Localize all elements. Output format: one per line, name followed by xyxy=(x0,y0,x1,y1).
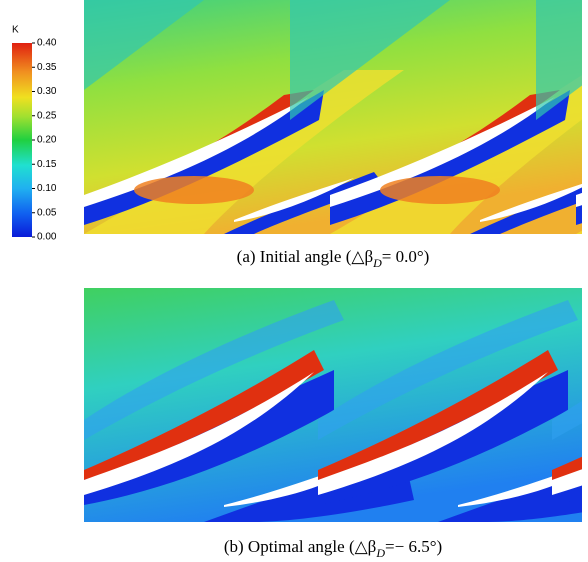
caption-sub: D xyxy=(375,546,385,560)
colorbar-tick-label: 0.10 xyxy=(37,183,57,194)
caption-text: (a) Initial angle (△β xyxy=(237,247,373,266)
caption-sub: D xyxy=(372,256,382,270)
colorbar-title: K xyxy=(12,25,19,36)
colorbar-tick-label: 0.25 xyxy=(37,110,57,121)
contour-panel-a xyxy=(84,0,582,234)
caption-a: (a) Initial angle (△βD= 0.0°) xyxy=(237,247,430,270)
colorbar-scale xyxy=(12,43,32,237)
caption-text: =− 6.5°) xyxy=(385,537,442,556)
caption-text: (b) Optimal angle (△β xyxy=(224,537,377,556)
colorbar: K 0.00 0.05 0.10 0.15 0.20 0.25 0.30 0.35 0.40 xyxy=(12,25,57,243)
colorbar-tick-label: 0.30 xyxy=(37,86,57,97)
colorbar-tick-label: 0.35 xyxy=(37,62,57,73)
caption-b: (b) Optimal angle (△βD=− 6.5°) xyxy=(224,537,442,560)
colorbar-tick-label: 0.00 xyxy=(37,232,57,243)
caption-text: = 0.0°) xyxy=(382,247,430,266)
colorbar-tick-label: 0.20 xyxy=(37,135,57,146)
contour-panel-b xyxy=(84,288,582,522)
colorbar-tick-label: 0.40 xyxy=(37,38,57,49)
colorbar-tick-label: 0.05 xyxy=(37,207,57,218)
colorbar-tick-label: 0.15 xyxy=(37,159,57,170)
